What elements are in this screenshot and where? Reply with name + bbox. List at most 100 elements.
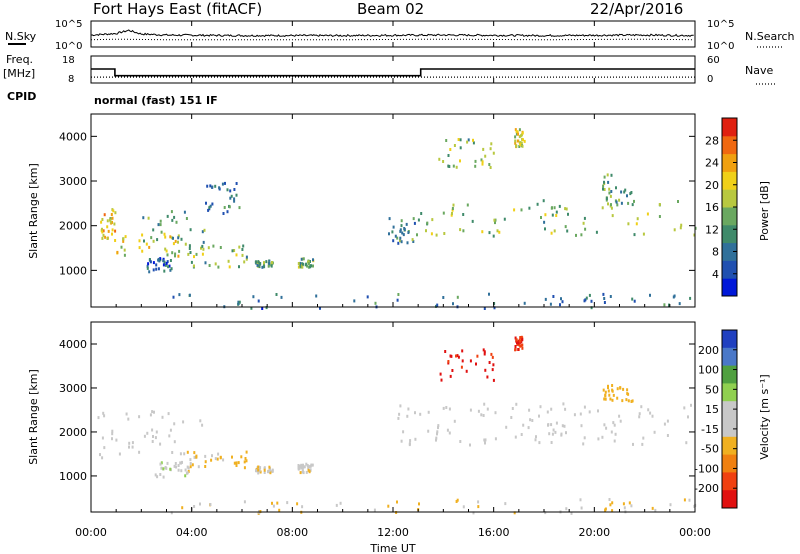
power-cell — [165, 261, 168, 265]
velocity-cell — [180, 469, 183, 473]
velocity-yaxis: 1000 2000 3000 4000 — [59, 338, 695, 483]
power-colorbar-label: 8 — [712, 246, 719, 259]
power-cell — [633, 199, 635, 203]
power-cell — [366, 295, 369, 299]
power-cell — [611, 214, 614, 218]
power-cell — [550, 206, 553, 210]
velocity-cell — [616, 396, 619, 400]
power-cell — [400, 240, 403, 244]
power-cell — [523, 139, 526, 143]
power-cell — [177, 236, 180, 240]
power-cell — [226, 210, 229, 214]
velocity-colorbar-frame — [721, 329, 738, 509]
power-cell — [494, 221, 496, 225]
velocity-cell — [195, 454, 198, 458]
power-cell — [265, 306, 268, 310]
power-cell — [399, 228, 402, 232]
velocity-cell — [649, 411, 652, 415]
power-cell — [102, 233, 105, 237]
power-cell — [141, 249, 144, 253]
power-cell — [489, 147, 492, 151]
power-cell — [451, 212, 453, 215]
velocity-cell — [651, 506, 654, 510]
velocity-cell — [271, 468, 274, 472]
velocity-cell — [183, 452, 186, 456]
velocity-cell — [269, 471, 272, 475]
power-colorbar-step — [722, 207, 737, 226]
power-cell — [585, 296, 588, 300]
velocity-cell — [128, 441, 131, 445]
power-colorbar: 4 8 12 16 20 24 28 — [705, 117, 738, 297]
velocity-cell — [535, 435, 537, 439]
power-cell — [148, 245, 151, 249]
velocity-cell — [461, 359, 464, 363]
power-cell — [170, 236, 173, 240]
power-cell — [238, 206, 241, 210]
velocity-cell — [517, 341, 520, 345]
power-cell — [256, 263, 259, 267]
velocity-cell — [184, 468, 187, 472]
power-cell — [603, 301, 606, 304]
velocity-cell — [245, 459, 248, 463]
velocity-cell — [414, 437, 417, 441]
velocity-cell — [402, 430, 405, 434]
power-cell — [214, 184, 217, 188]
power-cell — [558, 204, 561, 208]
velocity-cell — [103, 446, 106, 450]
power-cell — [456, 295, 459, 299]
velocity-cell — [303, 465, 306, 469]
velocity-cell — [469, 359, 472, 363]
velocity-cell — [240, 455, 243, 459]
power-cell — [658, 215, 661, 218]
power-cell — [263, 263, 265, 267]
x-tick-label: 20:00 — [578, 526, 610, 539]
power-cell — [315, 294, 318, 298]
power-cell — [227, 259, 230, 263]
velocity-cell — [548, 432, 551, 436]
power-cell — [411, 238, 414, 242]
velocity-cell — [459, 440, 462, 443]
velocity-cell — [609, 397, 612, 401]
power-cell — [156, 238, 159, 242]
velocity-cell — [418, 502, 420, 506]
power-cell — [550, 231, 553, 235]
power-cell — [193, 255, 195, 259]
velocity-cell — [102, 411, 105, 415]
velocity-cell — [638, 412, 641, 416]
velocity-cell — [151, 428, 154, 432]
velocity-cell — [408, 442, 411, 446]
power-cell — [245, 255, 248, 259]
velocity-cell — [268, 465, 271, 469]
power-cell — [235, 253, 238, 257]
velocity-cell — [623, 506, 626, 510]
power-cell — [564, 207, 567, 211]
power-cell — [255, 260, 257, 264]
velocity-cell — [630, 400, 633, 403]
power-cell — [633, 299, 636, 303]
power-cell — [257, 260, 260, 264]
power-cell — [459, 228, 462, 232]
power-cell — [103, 213, 106, 217]
power-cell — [514, 139, 517, 143]
power-cell — [488, 292, 490, 296]
power-cell — [602, 292, 605, 296]
power-cell — [540, 216, 542, 219]
velocity-cell — [622, 387, 625, 391]
velocity-cell — [436, 432, 438, 436]
velocity-cell — [245, 450, 248, 454]
velocity-cell — [153, 410, 155, 414]
velocity-cell — [170, 511, 173, 515]
velocity-cell — [398, 412, 401, 416]
velocity-cell — [612, 421, 615, 425]
power-cell — [211, 185, 214, 189]
power-cell — [104, 235, 107, 239]
power-cell — [689, 296, 692, 300]
velocity-cell — [573, 413, 576, 417]
velocity-colorbar-label: 100 — [698, 364, 719, 377]
velocity-cell — [272, 504, 275, 508]
power-cell — [109, 218, 111, 222]
time-axis: 00:00 04:00 08:00 12:00 16:00 20:00 00:00 — [75, 21, 711, 539]
power-cell — [489, 166, 492, 169]
power-cell — [113, 222, 116, 226]
power-cell — [553, 206, 556, 210]
